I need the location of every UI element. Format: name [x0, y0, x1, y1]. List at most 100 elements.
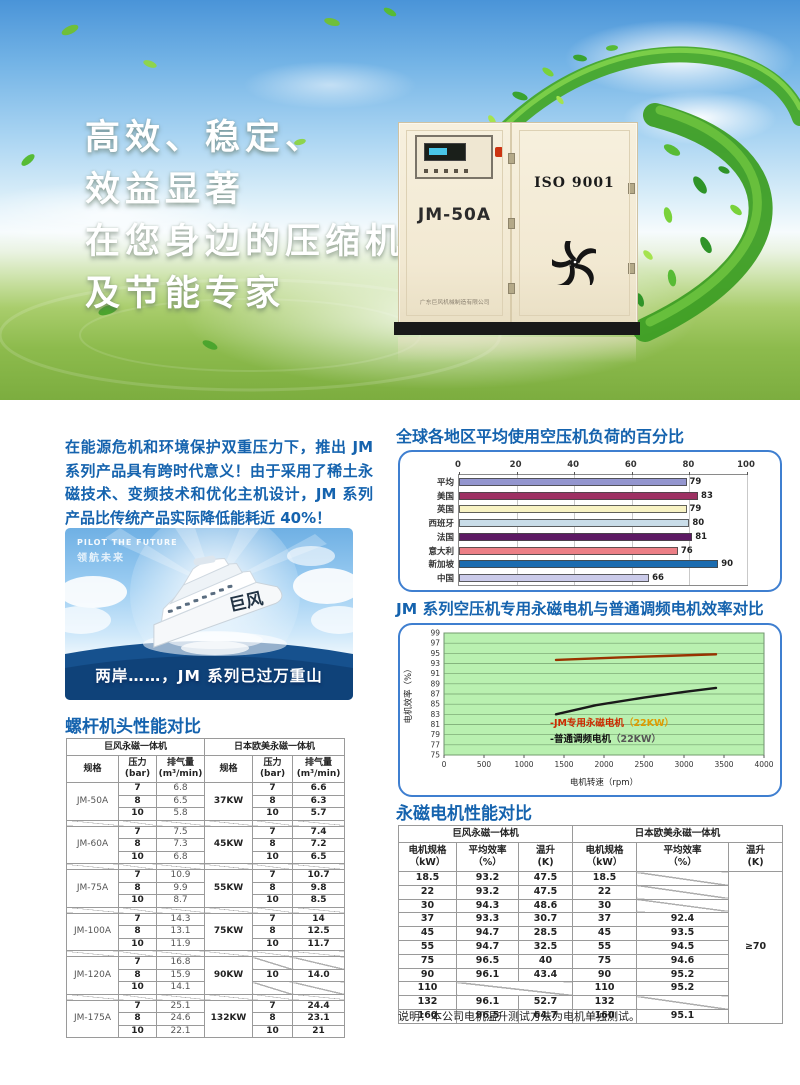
pressure-cell: 8: [252, 794, 294, 808]
model-cell: JM-120A: [66, 956, 119, 995]
displacement-cell: 5.8: [155, 807, 206, 821]
pressure-cell: 8: [252, 881, 294, 895]
kw-cell: 18.5: [398, 871, 457, 886]
table-row: JM-50A 7 6.8 37KW 7 6.6: [66, 782, 346, 821]
kw-cell: 30: [572, 898, 638, 914]
displacement-cell: 9.9: [155, 881, 206, 895]
kw-cell: 45KW: [204, 825, 254, 864]
kw-cell: 110: [398, 981, 457, 997]
pressure-cell: 7: [118, 825, 157, 839]
temp-rise-cell: 64.7: [517, 1008, 574, 1024]
pressure-cell: 8: [118, 1012, 157, 1026]
pressure-cell: 8: [252, 925, 294, 939]
x-tick-label: 2000: [594, 760, 613, 769]
displacement-cell: 22.1: [155, 1024, 206, 1038]
kw-cell: 55: [398, 939, 457, 955]
efficiency-cell: 93.3: [456, 912, 519, 928]
motor-performance-table: 巨风永磁一体机 日本欧美永磁一体机 电机规格 （kW） 平均效率 （%） 温升 (K) 电…: [397, 825, 784, 1024]
hero-headline: 高效、稳定、 效益显著 在您身边的压缩机 及节能专家: [85, 112, 405, 320]
compressor-product-photo: JM-50A 广东巨风机械制造有限公司 ISO 9001: [394, 122, 640, 363]
temp-rise-cell: 43.4: [517, 967, 574, 983]
pressure-cell: 7: [118, 912, 157, 926]
bar-category-label: 意大利: [428, 546, 454, 557]
pressure-cell: 10: [252, 1024, 294, 1038]
bar-value-label: 83: [701, 490, 713, 501]
displacement-cell: 9.8: [292, 881, 346, 895]
pressure-cell: 8: [252, 838, 294, 852]
y-tick-label: 79: [430, 730, 440, 739]
motor-table-body: 巨风永磁一体机 日本欧美永磁一体机 电机规格 （kW） 平均效率 （%） 温升 (K) 电…: [397, 825, 784, 1024]
table-row: 110 110 95.2: [398, 981, 783, 997]
cloud: [240, 60, 420, 110]
table-row: JM-175A 7 25.1 132KW 7 24.4: [66, 999, 346, 1038]
table-cell: [292, 863, 346, 870]
displacement-cell: 16.8: [155, 956, 206, 970]
y-tick-label: 87: [430, 690, 440, 699]
table-cell: [155, 993, 206, 1001]
column-header: 电机规格 （kW）: [572, 842, 638, 872]
model-cell: JM-175A: [66, 999, 119, 1038]
control-buttons: [424, 169, 474, 173]
bar-value-label: 66: [652, 573, 664, 584]
pressure-cell: 10: [252, 807, 294, 821]
screw-table-body: 巨风永磁一体机 日本欧美永磁一体机 规格 压力 (bar) 排气量 (m³/min) 规格…: [65, 738, 346, 1038]
x-tick-label: 1000: [514, 760, 533, 769]
bar-1: [459, 477, 687, 486]
line-chart-title: JM 系列空压机专用永磁电机与普通调频电机效率对比: [396, 600, 764, 618]
displacement-cell: 6.8: [155, 850, 206, 864]
group-header: 巨风永磁一体机: [65, 738, 206, 756]
axis-tick: [747, 472, 748, 475]
gridline: [516, 475, 518, 585]
efficiency-cell: 94.5: [636, 939, 730, 955]
pressure-cell: 8: [252, 1012, 294, 1026]
efficiency-cell: 95.1: [636, 1008, 730, 1024]
bar-category-label: 平均: [436, 477, 454, 488]
x-tick-label: 4000: [754, 760, 773, 769]
y-tick-label: 77: [430, 740, 440, 749]
pressure-cell: 7: [118, 999, 157, 1013]
efficiency-cell: 95.2: [636, 981, 730, 997]
axis-tick-label: 60: [624, 460, 637, 470]
hinge: [507, 218, 515, 229]
screw-table-title: 螺杆机头性能对比: [65, 717, 201, 737]
bar-2: [459, 491, 699, 500]
x-tick-label: 2500: [634, 760, 653, 769]
efficiency-cell: 94.7: [456, 939, 519, 955]
y-tick-label: 83: [430, 710, 440, 719]
axis-tick-label: 100: [737, 460, 755, 470]
table-row: 巨风永磁一体机 日本欧美永磁一体机: [65, 738, 346, 756]
temp-rise-cell: 28.5: [517, 926, 574, 941]
model-cell: JM-50A: [66, 782, 119, 821]
y-tick-label: 95: [430, 649, 440, 658]
legend-item-1: -JM专用永磁电机（22KW）: [550, 717, 674, 729]
temp-rise-cell: 48.6: [517, 898, 574, 914]
displacement-cell: 6.3: [292, 794, 346, 808]
table-row: 22 93.2 47.5 22: [398, 884, 783, 900]
table-cell: [155, 863, 206, 870]
table-row: 30 94.3 48.6 30: [398, 898, 783, 914]
pressure-cell: 10: [252, 937, 294, 951]
control-display: [424, 143, 466, 161]
separator-row: [66, 819, 346, 827]
table-cell: [292, 906, 346, 914]
compressor-base: [394, 322, 640, 335]
x-axis-title: 电机转速（rpm）: [570, 777, 638, 788]
kw-cell: 55: [572, 939, 638, 955]
temp-rise-cell: 47.5: [517, 871, 574, 886]
displacement-cell: 25.1: [155, 999, 206, 1013]
hinge: [628, 183, 635, 194]
bar-value-label: 81: [695, 531, 708, 542]
bar-4: [459, 519, 690, 528]
table-cell: [292, 981, 346, 995]
bar-category-label: 英国: [436, 505, 454, 516]
kw-cell: 75: [398, 953, 457, 969]
y-tick-label: 91: [430, 669, 440, 678]
x-tick-label: 3000: [674, 760, 693, 769]
bar-category-label: 法国: [436, 532, 454, 543]
efficiency-cell: 95.2: [636, 967, 730, 983]
bar-value-label: 79: [689, 504, 702, 515]
axis-tick-label: 40: [567, 460, 580, 470]
bar-5: [459, 532, 693, 541]
y-tick-label: 81: [430, 720, 440, 729]
